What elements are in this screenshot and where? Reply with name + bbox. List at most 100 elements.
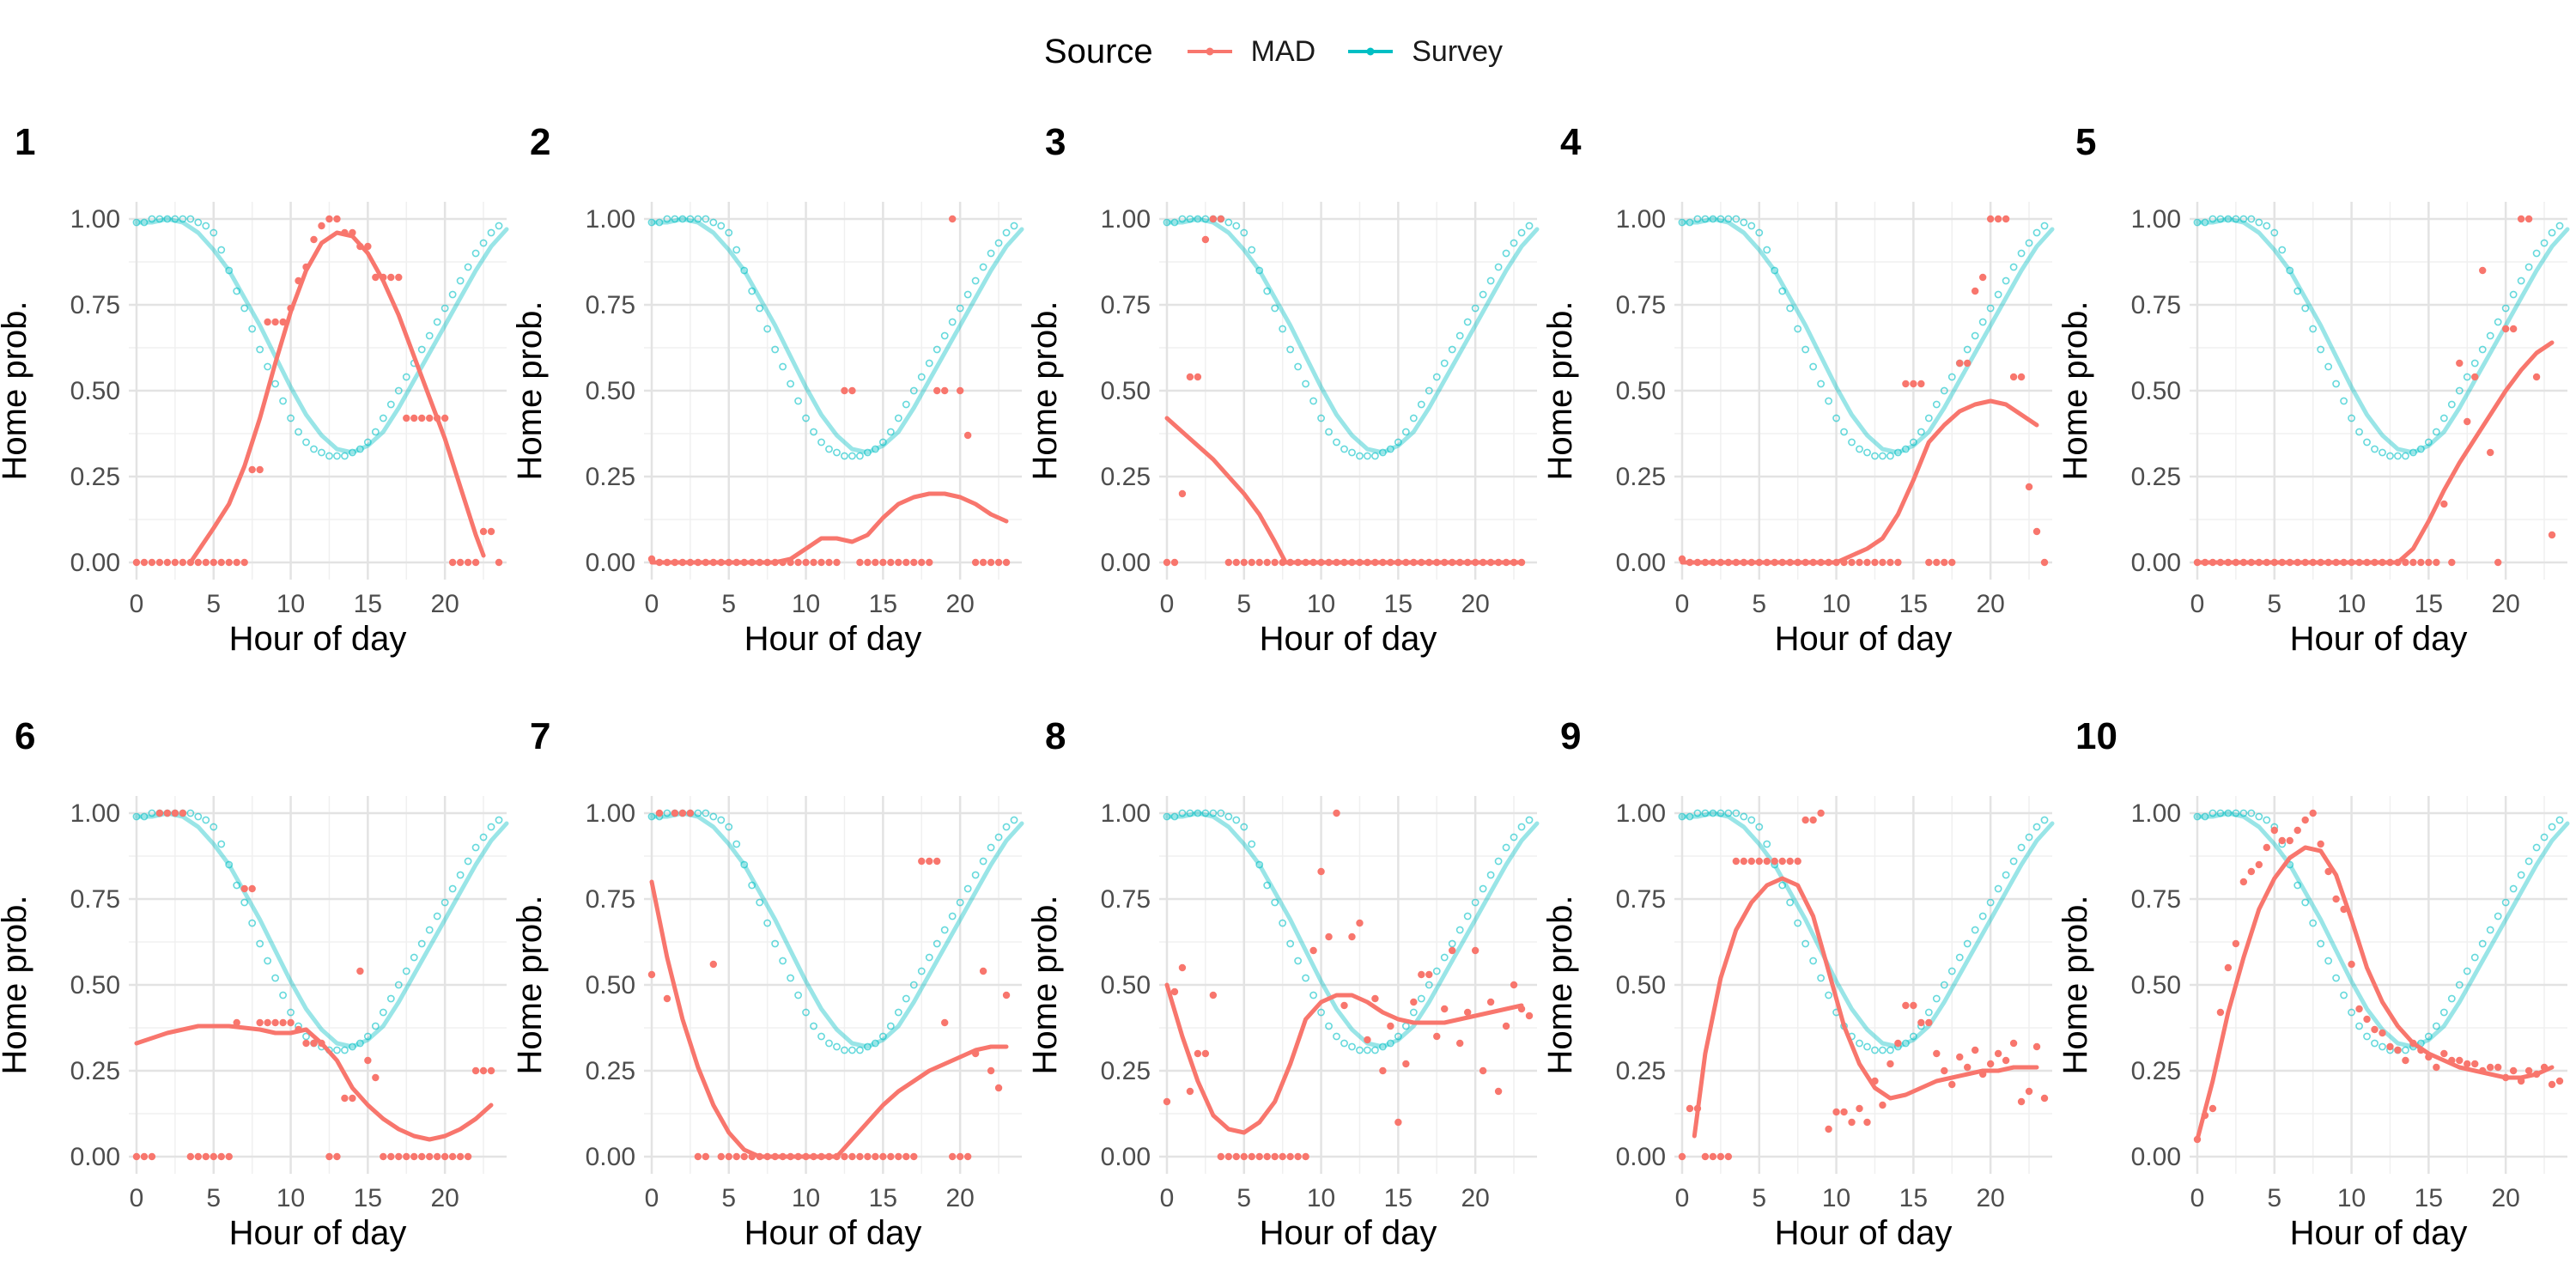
x-tick-label: 0	[130, 1184, 144, 1212]
mad-point	[2471, 1060, 2479, 1068]
mad-smooth-line	[134, 1024, 494, 1142]
x-tick-label: 5	[206, 1184, 221, 1212]
mad-point	[2409, 1039, 2417, 1048]
y-tick-label: 1.00	[2131, 205, 2181, 234]
mad-point	[225, 1152, 233, 1161]
survey-point	[1986, 898, 1995, 907]
mad-point	[2363, 558, 2371, 567]
mad-point	[833, 558, 841, 567]
mad-point	[1986, 1060, 1995, 1068]
survey-point	[1186, 215, 1194, 223]
mad-point	[418, 414, 426, 422]
survey-point	[194, 812, 203, 821]
mad-point	[1248, 1152, 1255, 1161]
mad-point	[2494, 558, 2502, 567]
survey-point	[256, 939, 264, 948]
survey-point	[1163, 812, 1171, 821]
survey-point	[1333, 438, 1340, 447]
survey-point	[2355, 1022, 2363, 1030]
survey-point	[1471, 304, 1479, 313]
survey-point	[495, 222, 503, 230]
survey-point	[1856, 1039, 1863, 1048]
mad-point	[1356, 558, 1364, 567]
survey-point	[909, 981, 918, 989]
survey-point	[894, 414, 902, 422]
survey-point	[856, 452, 864, 460]
mad-point	[1255, 1152, 1263, 1161]
survey-point	[433, 318, 441, 326]
x-tick-label: 10	[2337, 1184, 2366, 1212]
mad-point	[1917, 1018, 1925, 1027]
mad-point	[2517, 1077, 2525, 1085]
mad-point	[1832, 1108, 1840, 1116]
mad-point	[1948, 1080, 1956, 1089]
mad-point	[2371, 1025, 2379, 1034]
mad-point	[902, 1152, 910, 1161]
mad-point	[872, 558, 879, 567]
mad-point	[1325, 933, 1333, 941]
survey-point	[1448, 939, 1456, 948]
survey-point	[963, 884, 972, 893]
survey-point	[2009, 263, 2018, 271]
y-tick-label: 1.00	[70, 205, 120, 234]
mad-point	[2201, 558, 2209, 567]
mad-point	[2464, 1060, 2471, 1068]
mad-point	[1309, 946, 1317, 955]
mad-point	[1163, 558, 1171, 567]
mad-point	[1371, 558, 1379, 567]
survey-point	[2379, 1042, 2386, 1051]
survey-point	[979, 857, 987, 866]
survey-point	[448, 290, 457, 299]
survey-point	[994, 833, 1003, 841]
survey-point	[963, 290, 972, 299]
mad-point	[2517, 215, 2525, 223]
mad-point	[717, 1152, 725, 1161]
survey-point	[2017, 249, 2026, 258]
mad-point	[2009, 1039, 2018, 1048]
survey-point	[1494, 263, 1503, 271]
mad-point	[810, 558, 817, 567]
mad-point	[1224, 558, 1233, 567]
mad-point	[148, 558, 156, 567]
survey-point	[456, 871, 465, 879]
mad-point	[433, 1152, 441, 1161]
mad-point	[994, 558, 1003, 567]
survey-point	[2463, 967, 2471, 975]
mad-point	[856, 558, 864, 567]
survey-point	[2247, 809, 2256, 817]
mad-point	[1763, 857, 1771, 866]
mad-point	[1693, 558, 1702, 567]
mad-point	[1340, 1001, 1348, 1010]
survey-point	[1386, 445, 1394, 453]
mad-point	[356, 967, 364, 975]
mad-point	[1941, 558, 1948, 567]
survey-point	[1325, 428, 1333, 436]
y-tick-label: 0.50	[586, 377, 635, 405]
mad-point	[941, 386, 949, 395]
survey-point	[1932, 994, 1941, 1003]
mad-point	[1178, 489, 1187, 498]
mad-point	[1294, 558, 1302, 567]
survey-point	[1455, 926, 1464, 934]
mad-point	[2032, 527, 2041, 536]
mad-point	[426, 414, 434, 422]
survey-point	[140, 218, 149, 227]
survey-point	[1763, 840, 1771, 848]
mad-point	[987, 558, 995, 567]
survey-point	[1463, 318, 1472, 326]
mad-point	[2532, 1070, 2541, 1078]
mad-point	[856, 1152, 864, 1161]
survey-point	[878, 438, 887, 447]
mad-point	[2278, 558, 2286, 567]
mad-point	[694, 558, 702, 567]
mad-point	[403, 414, 410, 422]
mad-point	[1456, 558, 1464, 567]
survey-point	[1271, 304, 1279, 313]
mad-point	[1716, 558, 1725, 567]
mad-point	[794, 558, 802, 567]
x-tick-label: 5	[2267, 1184, 2281, 1212]
survey-point	[2532, 249, 2541, 258]
survey-point	[2239, 809, 2248, 817]
survey-point	[848, 452, 856, 460]
survey-point	[302, 438, 310, 447]
